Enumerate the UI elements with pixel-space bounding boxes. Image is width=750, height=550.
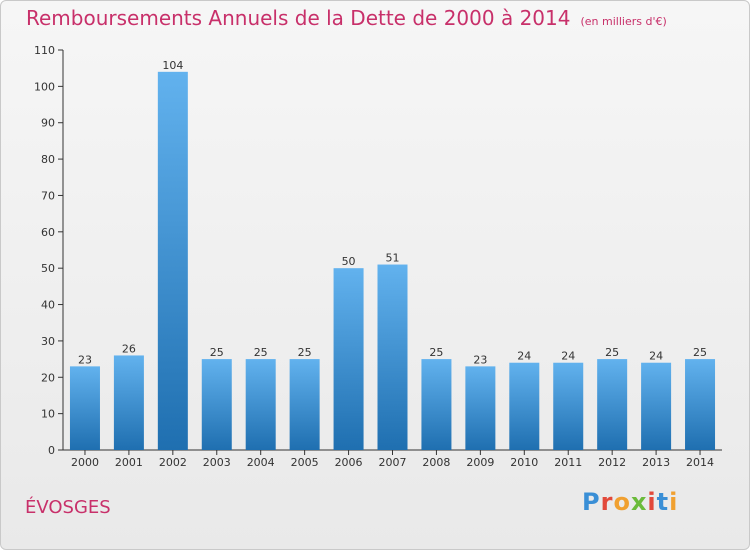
bar <box>201 359 232 450</box>
bar <box>641 362 672 450</box>
x-tick-label: 2004 <box>247 456 275 469</box>
x-tick-label: 2003 <box>203 456 231 469</box>
bar <box>245 359 276 450</box>
bar <box>333 268 364 450</box>
bar <box>685 359 716 450</box>
bar-value-label: 25 <box>298 346 312 359</box>
y-tick-label: 100 <box>34 80 55 93</box>
bar-value-label: 25 <box>693 346 707 359</box>
y-tick-label: 0 <box>48 444 55 457</box>
y-tick-label: 60 <box>41 226 55 239</box>
logo-letter: P <box>582 488 601 516</box>
chart-bars <box>69 71 716 451</box>
y-tick-label: 50 <box>41 262 55 275</box>
bar <box>289 359 320 450</box>
bar-value-label: 24 <box>517 350 531 363</box>
bar-value-label: 25 <box>254 346 268 359</box>
bar <box>509 362 540 450</box>
logo-letter: t <box>656 488 670 516</box>
bar-value-label: 25 <box>605 346 619 359</box>
x-tick-label: 2000 <box>71 456 99 469</box>
bar <box>553 362 584 450</box>
bar-value-label: 26 <box>122 342 136 355</box>
x-tick-label: 2009 <box>466 456 494 469</box>
x-tick-label: 2005 <box>291 456 319 469</box>
y-tick-label: 70 <box>41 189 55 202</box>
x-tick-label: 2010 <box>510 456 538 469</box>
chart-subtitle: (en milliers d'€) <box>580 15 667 28</box>
chart-title: Remboursements Annuels de la Dette de 20… <box>26 6 667 30</box>
x-tick-label: 2014 <box>686 456 714 469</box>
bar-value-label: 23 <box>78 353 92 366</box>
x-tick-label: 2011 <box>554 456 582 469</box>
y-tick-label: 20 <box>41 371 55 384</box>
bar-value-label: 24 <box>649 350 663 363</box>
place-name: ÉVOSGES <box>25 497 111 518</box>
logo-letter: r <box>600 488 614 516</box>
logo-letter: i <box>669 488 679 516</box>
bar-value-label: 50 <box>342 255 356 268</box>
bar <box>157 71 188 451</box>
y-tick-label: 40 <box>41 299 55 312</box>
bar <box>377 264 408 450</box>
x-tick-label: 2012 <box>598 456 626 469</box>
x-tick-label: 2002 <box>159 456 187 469</box>
y-tick-label: 80 <box>41 153 55 166</box>
bar-value-label: 104 <box>162 59 183 72</box>
y-tick-label: 30 <box>41 335 55 348</box>
chart-labels: 23 2000 26 2001 104 2002 25 2003 25 2004 25 2005 50 2… <box>71 59 714 469</box>
chart-title-text: Remboursements Annuels de la Dette de 20… <box>26 6 571 30</box>
bar-value-label: 51 <box>386 252 400 265</box>
bar <box>113 355 144 450</box>
logo-letter: x <box>630 488 648 516</box>
bar <box>465 366 496 450</box>
x-tick-label: 2008 <box>422 456 450 469</box>
x-tick-label: 2006 <box>335 456 363 469</box>
bar <box>421 359 452 450</box>
bar-value-label: 25 <box>210 346 224 359</box>
logo-letter: o <box>613 488 631 516</box>
bar <box>69 366 100 450</box>
bar-value-label: 25 <box>429 346 443 359</box>
y-tick-label: 110 <box>34 44 55 57</box>
x-tick-label: 2007 <box>379 456 407 469</box>
bar <box>597 359 628 450</box>
y-tick-label: 10 <box>41 408 55 421</box>
bar-value-label: 23 <box>473 353 487 366</box>
bar-value-label: 24 <box>561 350 575 363</box>
logo-letter: i <box>647 488 657 516</box>
x-tick-label: 2001 <box>115 456 143 469</box>
proxiti-logo: Proxiti <box>582 488 678 516</box>
x-tick-label: 2013 <box>642 456 670 469</box>
y-tick-label: 90 <box>41 117 55 130</box>
